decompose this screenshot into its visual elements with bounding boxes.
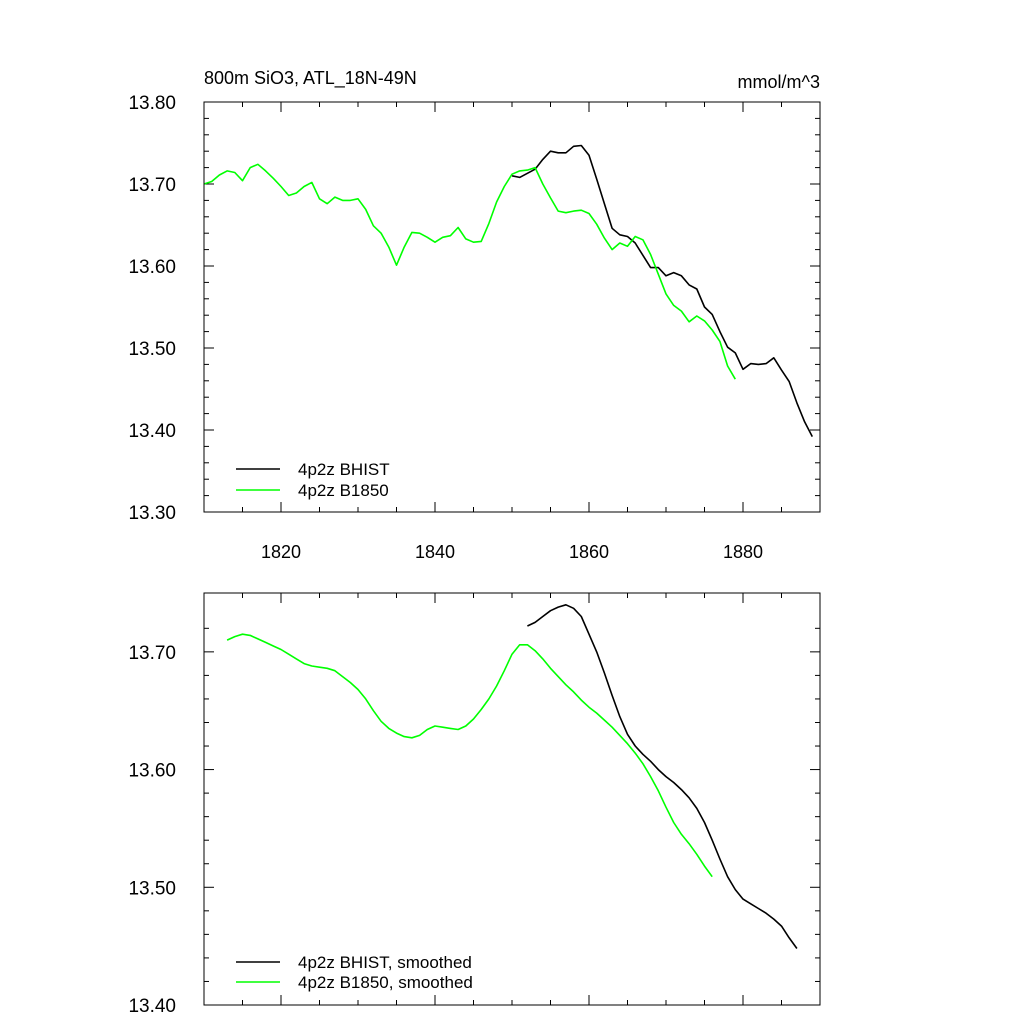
y-tick-label: 13.40 bbox=[128, 996, 176, 1017]
y-tick-label: 13.60 bbox=[128, 761, 176, 782]
series-group bbox=[203, 144, 814, 437]
x-tick-label: 1840 bbox=[415, 542, 455, 562]
y-tick-label: 13.40 bbox=[128, 421, 176, 442]
y-tick-labels: 13.40 13.50 13.60 13.70 bbox=[128, 643, 176, 1017]
y-tick-label: 13.50 bbox=[128, 878, 176, 899]
x-tick-label: 1820 bbox=[261, 542, 301, 562]
series-line-4p2z-bhist bbox=[511, 144, 814, 437]
plot-frame bbox=[203, 592, 821, 1006]
y-tick-label: 13.50 bbox=[128, 339, 176, 360]
series-line-4p2z-b1850 bbox=[203, 163, 736, 380]
panel-top: 800m SiO3, ATL_18N-49N mmol/m^3 13.3013.… bbox=[128, 68, 821, 562]
legend: 4p2z BHIST, smoothed 4p2z B1850, smoothe… bbox=[236, 953, 473, 992]
series-group bbox=[226, 603, 798, 949]
y-tick-label: 13.60 bbox=[128, 257, 176, 278]
legend: 4p2z BHIST 4p2z B1850 bbox=[236, 460, 390, 500]
panel-bottom: 13.40 13.50 13.60 13.70 4p2z BHIST, smoothe… bbox=[128, 592, 821, 1017]
y-tick-label: 13.70 bbox=[128, 643, 176, 664]
series-line-4p2z-bhist-smoothed bbox=[527, 603, 798, 949]
tick-marks bbox=[204, 593, 820, 1005]
tick-marks bbox=[204, 102, 820, 512]
series-line-4p2z-b1850-smoothed bbox=[226, 633, 713, 878]
y-tick-label: 13.80 bbox=[128, 93, 176, 114]
legend-label-bhist-smoothed: 4p2z BHIST, smoothed bbox=[298, 953, 472, 972]
x-tick-labels: 1820 1840 1860 1880 bbox=[261, 542, 763, 562]
legend-label-b1850: 4p2z B1850 bbox=[298, 481, 389, 500]
x-tick-label: 1880 bbox=[723, 542, 763, 562]
panel-title: 800m SiO3, ATL_18N-49N bbox=[204, 68, 417, 89]
legend-label-b1850-smoothed: 4p2z B1850, smoothed bbox=[298, 973, 473, 992]
y-tick-label: 13.70 bbox=[128, 175, 176, 196]
units-label: mmol/m^3 bbox=[738, 72, 820, 92]
plot-frame bbox=[203, 101, 821, 513]
y-tick-labels: 13.30 13.40 13.50 13.60 13.70 13.80 bbox=[128, 93, 176, 524]
legend-label-bhist: 4p2z BHIST bbox=[298, 460, 390, 479]
x-tick-label: 1860 bbox=[569, 542, 609, 562]
y-tick-label: 13.30 bbox=[128, 503, 176, 524]
